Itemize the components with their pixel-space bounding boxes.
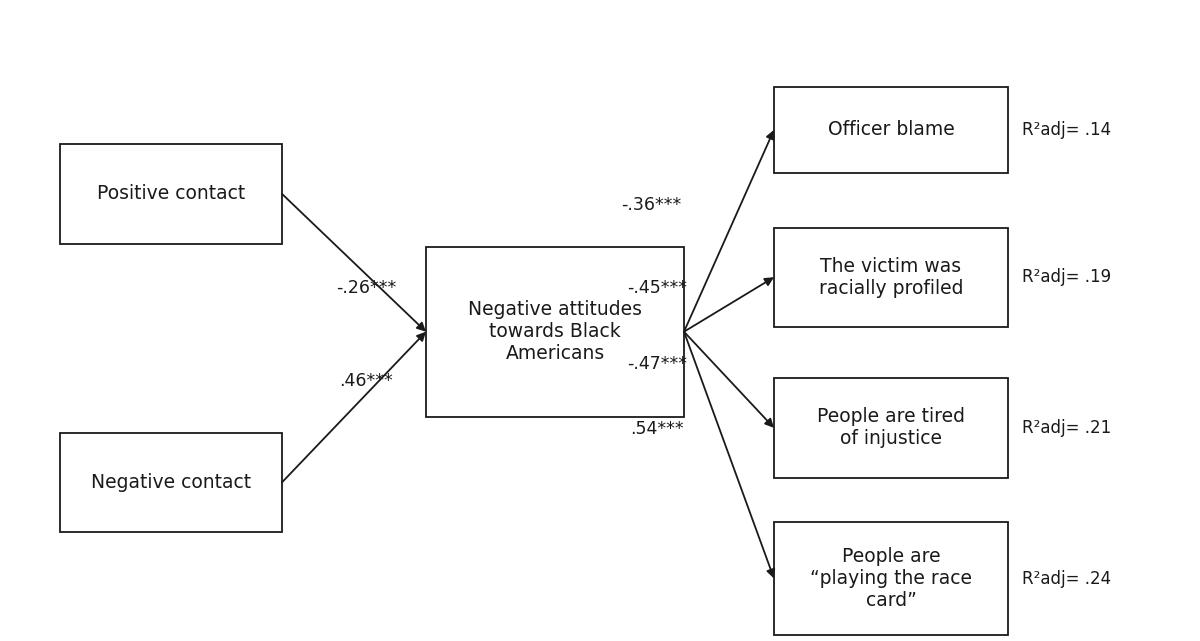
Bar (60, 144, 282, 244)
Text: Officer blame: Officer blame (828, 121, 954, 139)
Text: -.45***: -.45*** (626, 279, 686, 297)
Text: -.47***: -.47*** (626, 354, 686, 373)
Text: R²adj= .21: R²adj= .21 (1022, 419, 1111, 437)
Text: .54***: .54*** (630, 420, 684, 438)
Text: People are
“playing the race
card”: People are “playing the race card” (810, 547, 972, 610)
Text: -.26***: -.26*** (336, 279, 396, 297)
Text: R²adj= .14: R²adj= .14 (1022, 121, 1111, 139)
Text: Negative contact: Negative contact (91, 473, 251, 492)
Text: Negative attitudes
towards Black
Americans: Negative attitudes towards Black America… (468, 300, 642, 363)
Text: The victim was
racially profiled: The victim was racially profiled (818, 257, 964, 297)
Bar (60, 433, 282, 532)
Bar (774, 87, 1008, 173)
Bar (426, 247, 684, 417)
Text: R²adj= .19: R²adj= .19 (1022, 268, 1111, 287)
Text: -.36***: -.36*** (620, 196, 682, 214)
Bar (774, 378, 1008, 478)
Text: .46***: .46*** (340, 372, 392, 390)
Bar (774, 228, 1008, 327)
Text: Positive contact: Positive contact (97, 185, 245, 203)
Bar (774, 522, 1008, 635)
Text: R²adj= .24: R²adj= .24 (1022, 569, 1111, 588)
Text: People are tired
of injustice: People are tired of injustice (817, 408, 965, 448)
